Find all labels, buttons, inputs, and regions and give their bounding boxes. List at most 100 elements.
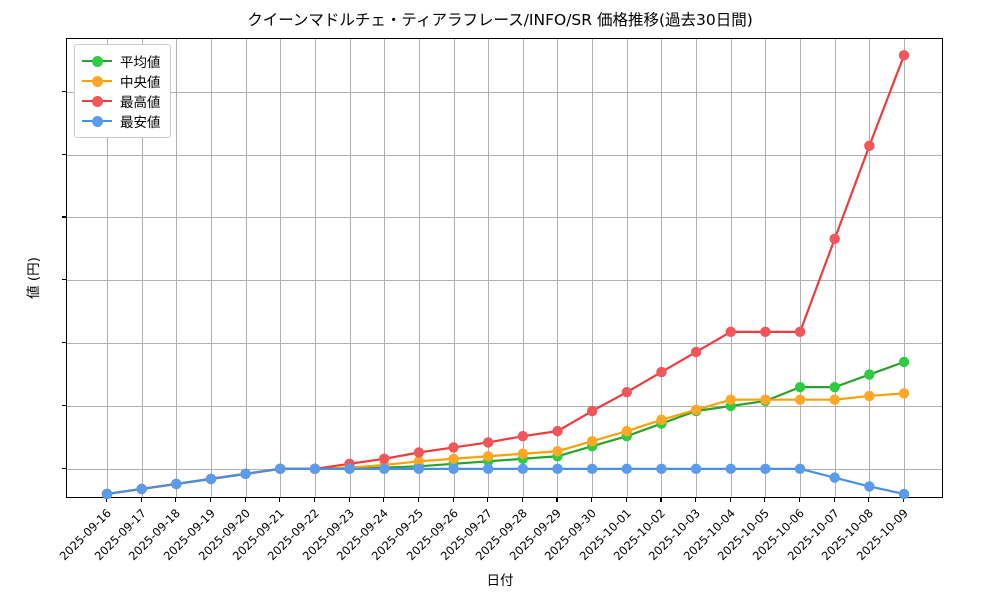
x-tick-mark: [279, 498, 281, 502]
gridline-vertical: [834, 39, 836, 497]
legend-item-3[interactable]: 最安値: [82, 111, 161, 131]
data-point: [309, 463, 321, 475]
series-line: [105, 467, 906, 496]
data-point: [760, 463, 771, 475]
x-tick-mark: [695, 498, 697, 502]
legend-item-0[interactable]: 平均値: [82, 51, 161, 71]
data-point: [413, 447, 425, 458]
data-point: [898, 388, 910, 399]
plot-area: [66, 38, 943, 500]
gridline-vertical: [280, 39, 282, 497]
y-tick-mark: [62, 216, 66, 218]
gridline-vertical: [488, 39, 490, 497]
data-point: [656, 366, 667, 378]
data-point: [552, 446, 563, 457]
data-point: [794, 381, 806, 393]
legend-label: 中央値: [120, 75, 161, 91]
gridline-horizontal: [67, 91, 942, 93]
x-tick-mark: [313, 498, 315, 502]
series-line: [105, 360, 906, 496]
gridline-vertical: [661, 39, 663, 497]
gridline-vertical: [696, 39, 698, 497]
legend-marker-icon: [82, 74, 112, 88]
data-point: [829, 233, 840, 245]
y-tick-mark: [62, 90, 66, 92]
data-point: [725, 463, 736, 475]
data-point: [482, 463, 494, 475]
gridline-vertical: [210, 39, 212, 497]
data-point: [656, 463, 667, 475]
data-point: [586, 435, 598, 447]
gridline-horizontal: [67, 343, 942, 345]
data-point: [171, 478, 182, 490]
gridline-vertical: [557, 39, 559, 497]
series-3: [101, 463, 910, 500]
data-point: [621, 425, 632, 437]
gridline-vertical: [418, 39, 420, 497]
data-point: [136, 483, 147, 495]
data-point: [552, 425, 563, 437]
gridline-horizontal: [67, 280, 942, 282]
data-point: [690, 404, 702, 415]
legend-marker-icon: [82, 114, 112, 128]
gridline-vertical: [730, 39, 732, 497]
data-point: [829, 381, 840, 393]
legend-item-2[interactable]: 最高値: [82, 91, 161, 111]
data-point: [794, 463, 806, 475]
data-point: [379, 453, 390, 464]
data-series-canvas: [101, 50, 910, 500]
gridline-vertical: [384, 39, 386, 497]
chart-title: クイーンマドルチェ・ティアラフレース/INFO/SR 価格推移(過去30日間): [247, 11, 753, 29]
x-tick-mark: [591, 498, 593, 502]
chart-legend: 平均値中央値最高値 最安値: [74, 44, 171, 138]
data-point: [517, 463, 529, 475]
data-point: [517, 448, 529, 459]
legend-item-1[interactable]: 中央値: [82, 71, 161, 91]
data-point: [656, 414, 667, 426]
x-tick-mark: [868, 498, 870, 502]
x-tick-mark: [209, 498, 212, 502]
data-point: [725, 394, 736, 405]
data-point: [829, 472, 840, 483]
y-tick-mark: [62, 153, 66, 155]
legend-marker-icon: [82, 94, 112, 108]
data-point: [205, 473, 217, 485]
x-tick-mark: [729, 498, 731, 502]
legend-label: 平均値: [120, 55, 161, 71]
x-axis-label: 日付: [486, 573, 514, 589]
data-point: [240, 468, 251, 480]
gridline-horizontal: [67, 405, 942, 407]
x-tick-mark: [244, 498, 246, 502]
x-tick-mark: [383, 498, 385, 502]
gridline-horizontal: [67, 154, 942, 156]
data-point: [898, 356, 910, 368]
data-point: [413, 463, 425, 475]
x-tick-mark: [452, 498, 454, 502]
data-point: [448, 453, 459, 464]
x-tick-mark: [903, 498, 905, 502]
x-tick-mark: [799, 498, 801, 502]
gridline-vertical: [107, 39, 108, 497]
data-point: [864, 390, 875, 402]
data-point: [690, 463, 702, 475]
x-tick-mark: [833, 498, 835, 502]
gridline-vertical: [765, 39, 767, 497]
legend-marker-icon: [82, 54, 112, 68]
data-point: [760, 394, 771, 405]
legend-label: 最高値: [120, 95, 161, 111]
data-point: [482, 437, 494, 448]
gridline-vertical: [349, 39, 351, 497]
data-point: [794, 326, 806, 338]
data-point: [275, 463, 286, 475]
data-point: [344, 463, 355, 475]
x-tick-mark: [487, 498, 489, 502]
data-point: [794, 394, 806, 405]
data-point: [379, 463, 390, 475]
gridline-vertical: [141, 39, 143, 497]
x-tick-mark: [764, 498, 766, 502]
data-point: [864, 369, 875, 380]
data-point: [101, 488, 113, 500]
gridline-vertical: [245, 39, 247, 497]
series-2: [101, 50, 910, 500]
